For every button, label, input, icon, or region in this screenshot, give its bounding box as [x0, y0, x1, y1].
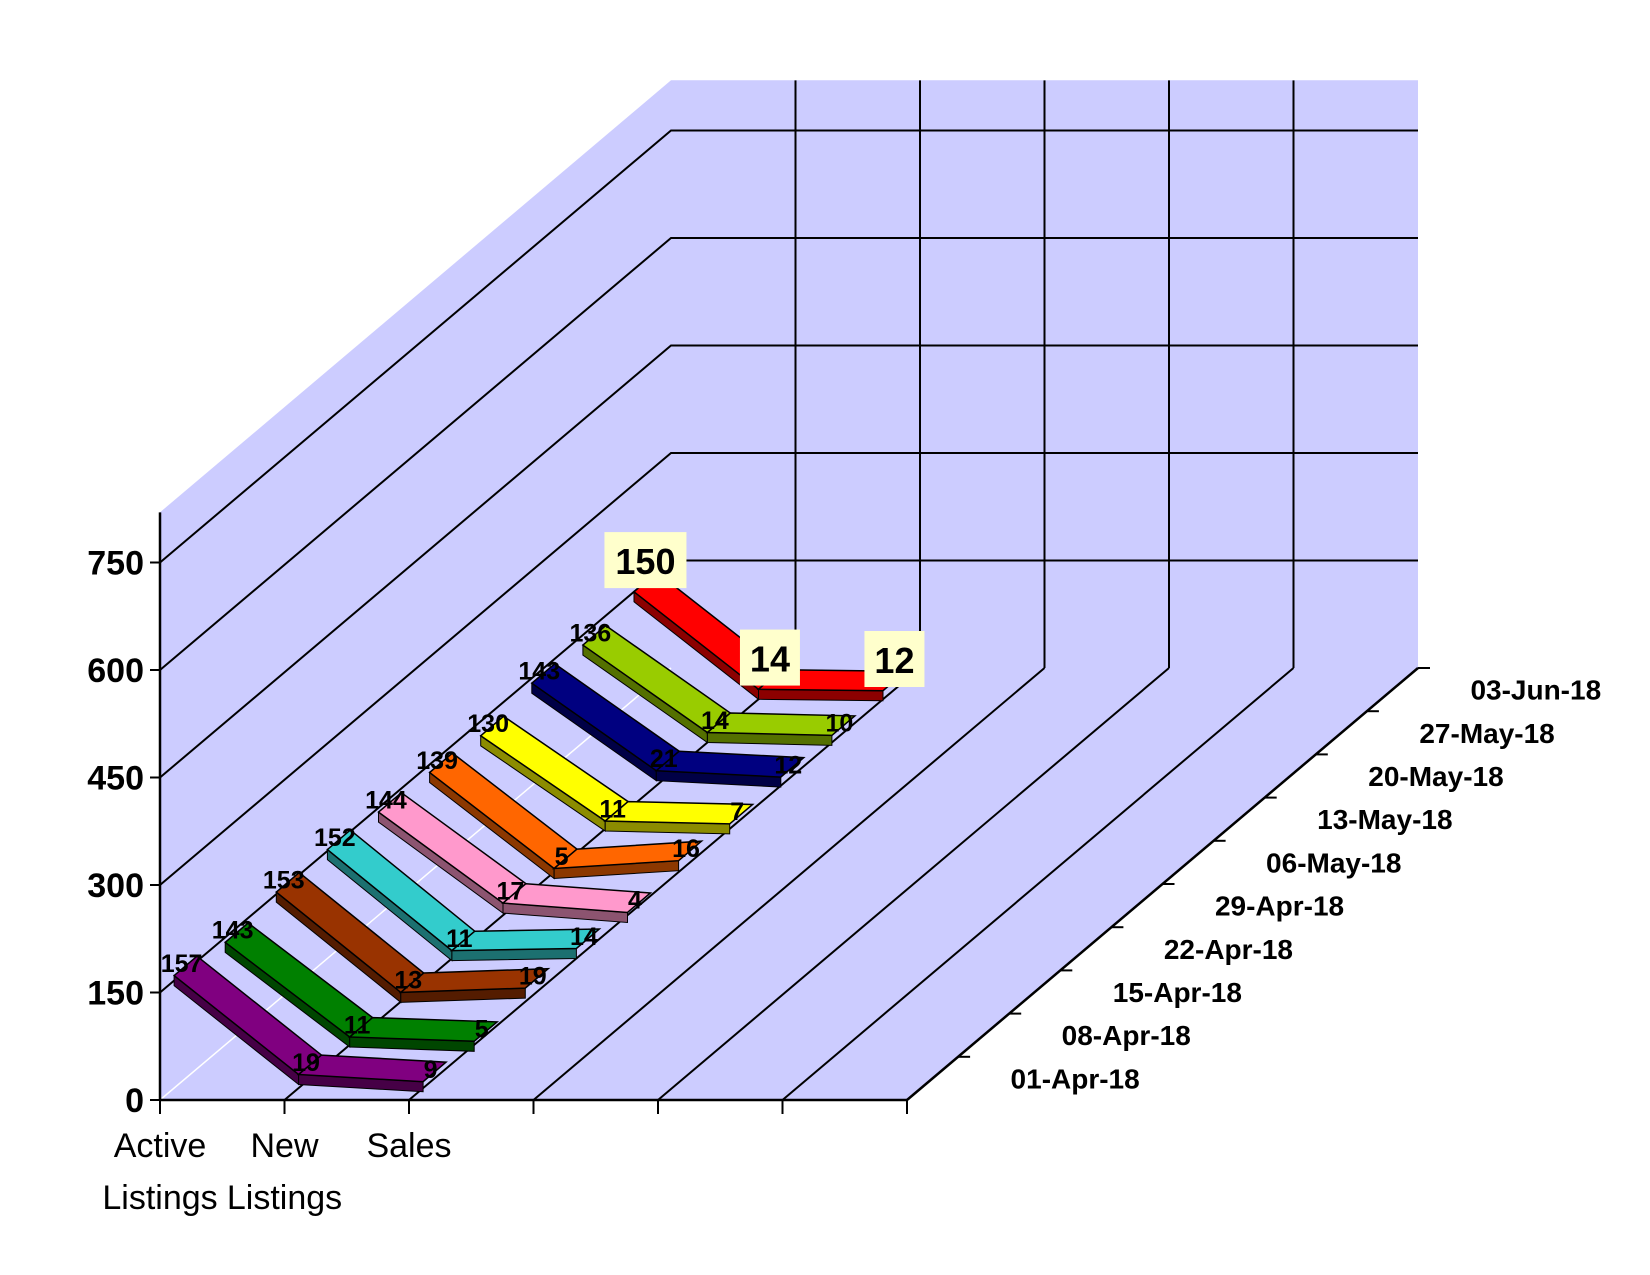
y-tick-label: 450: [87, 760, 144, 798]
data-label: 4: [628, 887, 642, 915]
data-label: 19: [292, 1049, 320, 1077]
data-label: 9: [424, 1056, 438, 1084]
series-ribbon: [705, 712, 857, 737]
y-tick-label: 300: [87, 867, 144, 905]
data-label: 139: [416, 747, 458, 775]
data-label: 13: [394, 967, 422, 995]
data-label: 11: [344, 1011, 371, 1039]
gridline-floor-x-4: [657, 667, 1170, 1101]
data-label: 7: [730, 798, 744, 826]
series-ribbon: [603, 800, 755, 825]
data-label: 14: [750, 639, 790, 680]
data-label: 5: [555, 843, 569, 871]
series-ribbon: [398, 967, 551, 994]
data-label: 152: [314, 824, 356, 852]
x-tick-label: Listings: [102, 1179, 217, 1217]
series-ribbon: [551, 840, 704, 870]
x-tick-label: Listings: [227, 1179, 342, 1217]
data-label: 14: [570, 923, 598, 951]
data-label: 130: [467, 710, 509, 738]
chart-series: [172, 571, 908, 1093]
gridline-floor-x-2: [408, 667, 921, 1101]
data-label: 19: [519, 962, 547, 990]
data-label: 10: [825, 710, 853, 738]
data-label: 12: [774, 751, 802, 779]
data-label: 16: [672, 835, 700, 863]
z-tick-label: 01-Apr-18: [1011, 1063, 1140, 1094]
data-label-box: [739, 629, 800, 686]
data-label: 157: [161, 950, 203, 978]
x-tick-label: Active: [114, 1127, 207, 1165]
data-label: 136: [569, 619, 611, 647]
left-wall: [160, 80, 671, 1101]
z-tick-label: 08-Apr-18: [1062, 1020, 1191, 1051]
gridline-floor-x-5: [781, 667, 1295, 1101]
gridline-floor-x-3: [532, 667, 1046, 1101]
z-tick-label: 27-May-18: [1419, 718, 1554, 749]
data-label: 14: [701, 707, 729, 735]
z-tick-label: 20-May-18: [1368, 761, 1503, 792]
series-ribbon: [501, 882, 653, 914]
data-label: 143: [212, 917, 254, 945]
data-label: 143: [518, 658, 560, 686]
series-ribbon: [347, 1016, 500, 1043]
data-label: 11: [446, 925, 473, 953]
chart-gridlines: [159, 80, 1419, 1101]
series-ribbon: [654, 750, 806, 778]
data-label: 153: [263, 866, 305, 894]
data-label: 11: [599, 795, 626, 823]
y-tick-label: 750: [87, 545, 144, 583]
chart-data-labels: 157 19 9 143 11 5 153 13 19 152 11 14 144 17 4 139 5 16 13…: [161, 532, 925, 1084]
data-label: 12: [874, 640, 914, 681]
x-tick-label: New: [250, 1127, 318, 1165]
data-label: 144: [365, 786, 407, 814]
z-tick-label: 22-Apr-18: [1164, 934, 1293, 965]
data-label-box: [864, 631, 925, 687]
data-label-box: [604, 532, 687, 589]
chart-axes: 0 150 300 450 600 750 Active Listings New Listing…: [87, 512, 1601, 1217]
z-tick-label: 29-Apr-18: [1215, 891, 1344, 922]
data-label: 17: [497, 877, 525, 905]
y-tick-label: 600: [87, 652, 144, 690]
series-ribbon: [449, 928, 602, 952]
z-tick-label: 03-Jun-18: [1470, 675, 1601, 706]
series-ribbon: [296, 1054, 448, 1083]
data-label: 150: [615, 541, 675, 582]
z-tick-label: 13-May-18: [1317, 804, 1452, 835]
data-label: 21: [650, 745, 678, 773]
y-tick-label: 0: [125, 1082, 144, 1120]
z-tick-label: 15-Apr-18: [1113, 977, 1242, 1008]
y-tick-label: 150: [87, 975, 144, 1013]
z-tick-label: 06-May-18: [1266, 847, 1401, 878]
x-tick-label: Sales: [366, 1127, 451, 1165]
data-label: 5: [475, 1016, 489, 1044]
